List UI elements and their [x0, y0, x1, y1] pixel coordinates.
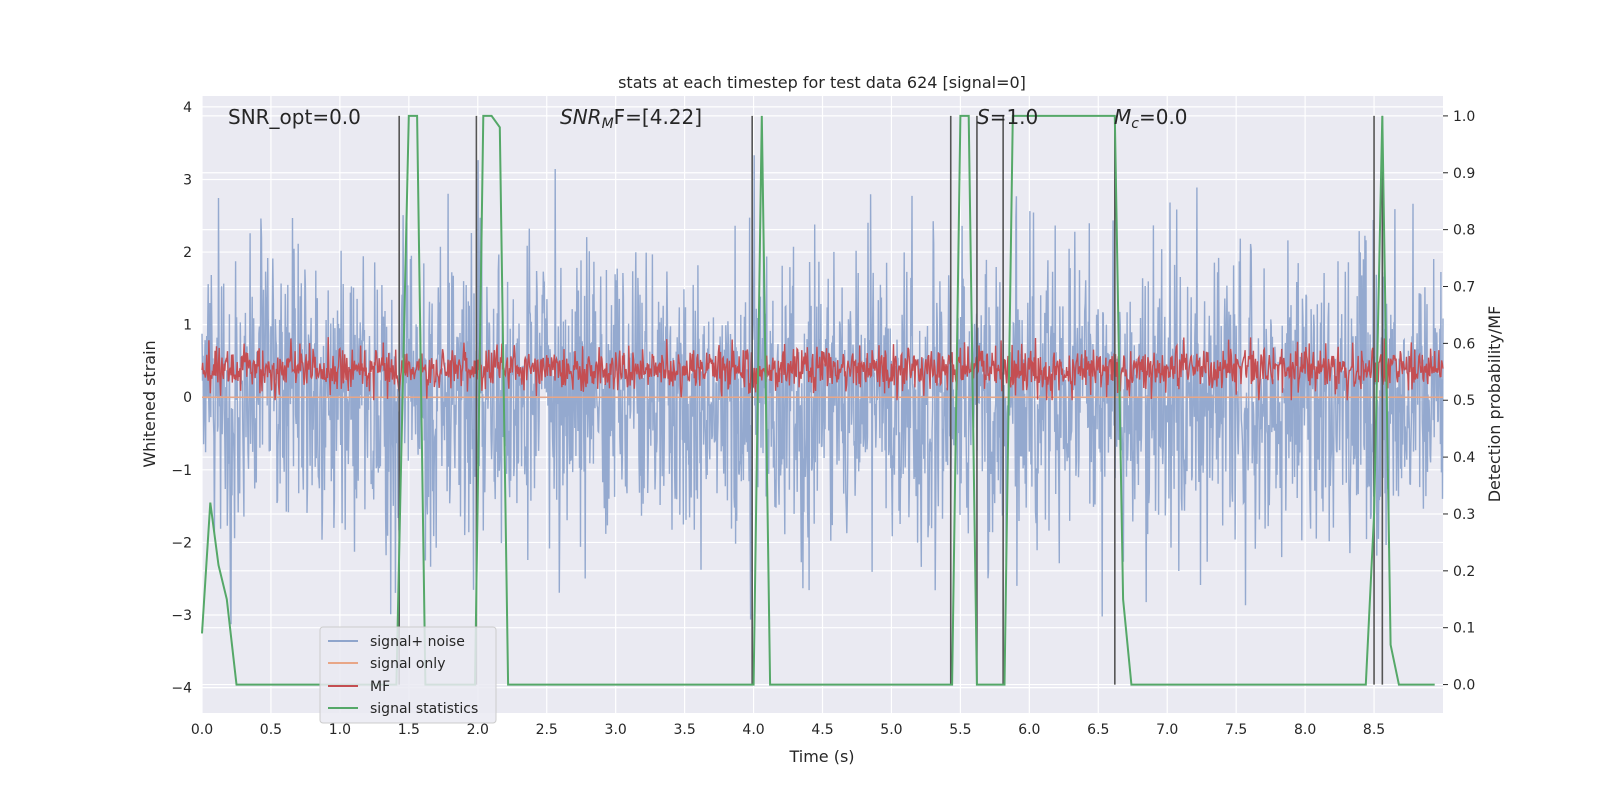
legend-label-signal-only: signal only: [370, 656, 445, 672]
legend-box: [319, 626, 497, 724]
legend-label-signal-noise: signal+ noise: [370, 634, 465, 650]
x-tick-label: 1.0: [329, 722, 351, 738]
y2-tick-label: 0.9: [1453, 166, 1475, 182]
x-axis-label: Time (s): [788, 747, 854, 766]
x-tick-label: 3.5: [673, 722, 695, 738]
signal-statistics-series-line: [201, 114, 1435, 686]
y-tick-label: −1: [171, 463, 192, 479]
y-tick-label: −3: [171, 608, 192, 624]
chart-title: stats at each timestep for test data 624…: [618, 73, 1026, 92]
s-stat-tail: =1.0: [990, 105, 1039, 129]
y-tick-label: −4: [171, 681, 192, 697]
mc-tail: =0.0: [1139, 105, 1188, 129]
legend-label-mf: MF: [370, 679, 390, 695]
x-tick-label: 7.5: [1225, 722, 1247, 738]
x-tick-label: 5.0: [880, 722, 902, 738]
series-layer: [201, 114, 1444, 686]
y-tick-label: 2: [183, 245, 192, 261]
y2-axis-label: Detection probability/MF: [1485, 306, 1504, 503]
s-stat-annotation: S=1.0: [977, 105, 1038, 129]
mc-sub: c: [1131, 116, 1139, 132]
mc-annotation: Mc=0.0: [1114, 105, 1188, 132]
s-stat-base: S: [977, 105, 990, 129]
snr-mf-sub: M: [602, 116, 614, 132]
y2-tick-label: 0.8: [1453, 223, 1475, 239]
x-tick-label: 1.5: [398, 722, 420, 738]
x-tick-label: 2.5: [536, 722, 558, 738]
x-tick-label: 4.0: [742, 722, 764, 738]
x-tick-label: 8.0: [1294, 722, 1316, 738]
y-axis-ticks: 4 3 2 1 0 −1 −2 −3 −4: [171, 100, 192, 697]
y2-tick-label: 0.4: [1453, 450, 1475, 466]
y2-tick-label: 0.5: [1453, 393, 1475, 409]
y-tick-label: 4: [183, 100, 192, 116]
x-tick-label: 3.0: [605, 722, 627, 738]
snr-opt-annotation: SNR_opt=0.0: [228, 105, 361, 129]
y-tick-label: 1: [183, 318, 192, 334]
x-tick-label: 6.0: [1018, 722, 1040, 738]
y2-tick-label: 1.0: [1453, 109, 1475, 125]
y2-tick-label: 0.6: [1453, 336, 1475, 352]
x-tick-label: 7.0: [1156, 722, 1178, 738]
y-axis-label: Whitened strain: [140, 340, 159, 467]
snr-mf-annotation: SNRMF=[4.22]: [560, 105, 702, 132]
y-tick-label: −2: [171, 535, 192, 551]
legend: signal+ noise signal only MF signal stat…: [319, 626, 497, 724]
y2-tick-label: 0.7: [1453, 280, 1475, 296]
signal-noise-series-line: [201, 155, 1444, 625]
y2-tick-label: 0.0: [1453, 678, 1475, 694]
y-tick-label: 0: [183, 390, 192, 406]
y2-tick-label: 0.2: [1453, 564, 1475, 580]
x-tick-label: 6.5: [1087, 722, 1109, 738]
y2-tick-label: 0.1: [1453, 621, 1475, 637]
y2-axis-ticks: 1.0 0.9 0.8 0.7 0.6 0.5 0.4 0.3 0.2 0.1 0.0: [1443, 109, 1475, 694]
x-axis-ticks: 0.0 0.5 1.0 1.5 2.0 2.5 3.0 3.5 4.0 4.5 5.0 5.5 6.0 6…: [191, 722, 1385, 738]
x-tick-label: 0.5: [260, 722, 282, 738]
snr-mf-base: SNR: [560, 105, 602, 129]
x-tick-label: 8.5: [1363, 722, 1385, 738]
snr-mf-tail: F=[4.22]: [614, 105, 702, 129]
x-tick-label: 0.0: [191, 722, 213, 738]
x-tick-label: 5.5: [949, 722, 971, 738]
x-tick-label: 2.0: [467, 722, 489, 738]
legend-label-signal-statistics: signal statistics: [370, 701, 478, 717]
mc-base: M: [1114, 105, 1131, 129]
y-tick-label: 3: [183, 172, 192, 188]
x-tick-label: 4.5: [811, 722, 833, 738]
mf-series-line: [201, 337, 1444, 401]
y2-tick-label: 0.3: [1453, 507, 1475, 523]
